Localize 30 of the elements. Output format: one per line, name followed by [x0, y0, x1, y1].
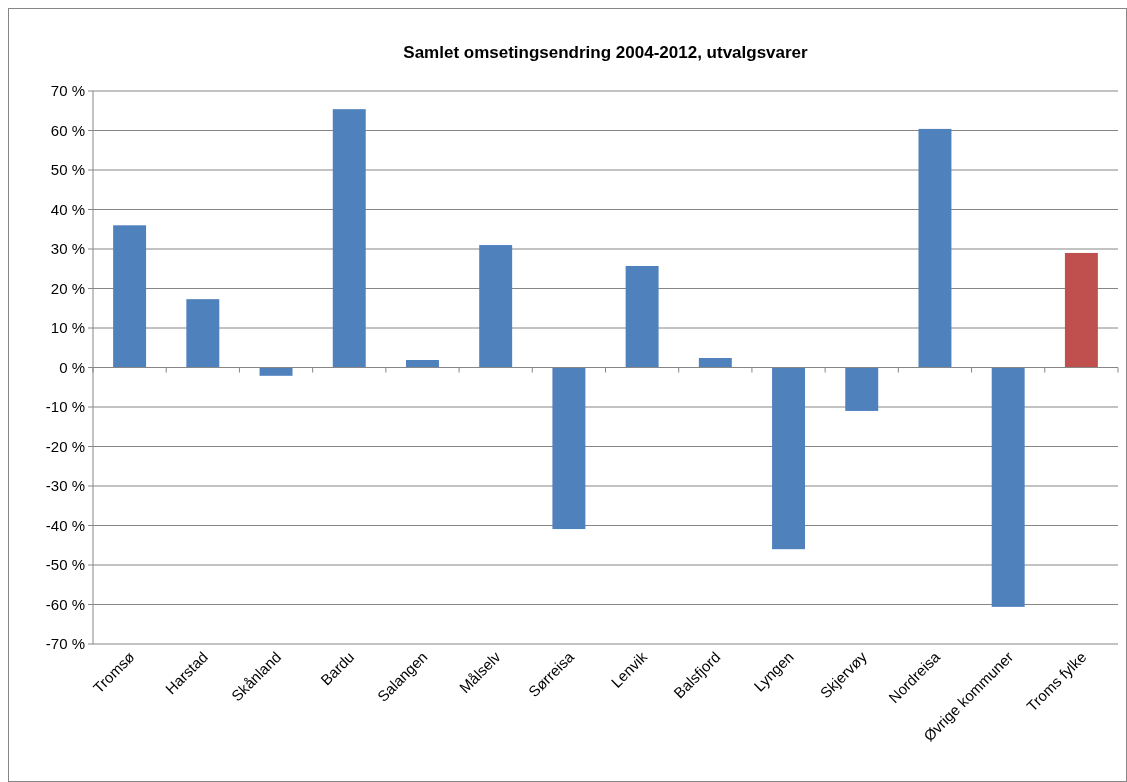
y-tick-label: -40 % — [45, 516, 85, 534]
bar — [698, 358, 732, 368]
bar — [1064, 252, 1098, 368]
y-tick-label: 30 % — [50, 240, 85, 258]
bar — [625, 265, 659, 368]
y-tick-label: -20 % — [45, 437, 85, 455]
y-tick-label: 40 % — [50, 200, 85, 218]
bar — [552, 367, 586, 530]
bar — [918, 128, 952, 368]
bar — [772, 367, 806, 550]
bar — [405, 360, 439, 368]
y-tick-label: 20 % — [50, 279, 85, 297]
y-tick-label: 50 % — [50, 161, 85, 179]
y-tick-label: -70 % — [45, 635, 85, 653]
y-tick-label: -50 % — [45, 556, 85, 574]
bar — [845, 367, 879, 411]
y-tick-label: 60 % — [50, 121, 85, 139]
y-tick-label: 0 % — [59, 358, 85, 376]
y-tick-label: 70 % — [50, 82, 85, 100]
bar — [186, 299, 220, 368]
bar — [332, 109, 366, 368]
chart-title: Samlet omsetingsendring 2004-2012, utvalgsvarer — [403, 43, 809, 62]
y-tick-label: -60 % — [45, 595, 85, 613]
bar — [991, 367, 1025, 607]
bar — [113, 225, 147, 368]
y-tick-label: -30 % — [45, 477, 85, 495]
bar — [259, 367, 293, 376]
y-tick-label: 10 % — [50, 319, 85, 337]
bar — [479, 245, 513, 368]
y-tick-label: -10 % — [45, 398, 85, 416]
